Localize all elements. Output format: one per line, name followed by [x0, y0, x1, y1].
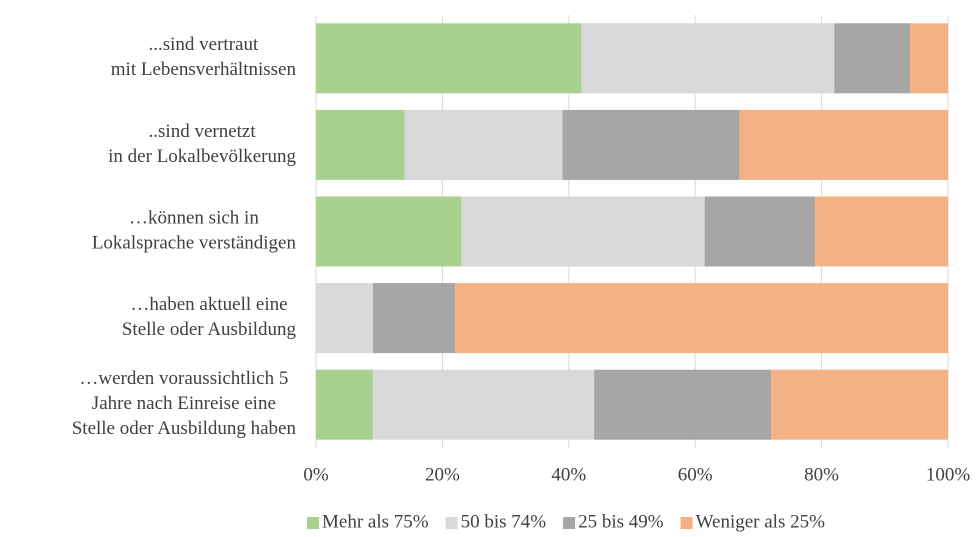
bar-segment — [455, 283, 948, 354]
bar-segment — [316, 283, 373, 354]
y-tick-label: …werden voraussichtlich 5 — [79, 368, 288, 389]
bar-segment — [461, 196, 705, 267]
bar-segment — [834, 23, 911, 94]
bar-segment — [562, 109, 740, 180]
bar-segment — [372, 369, 595, 440]
x-tick-label: 20% — [425, 464, 460, 485]
y-tick-label: Lokalsprache verständigen — [92, 232, 297, 253]
legend-swatch — [307, 517, 319, 529]
y-tick-label: …können sich in — [129, 207, 259, 228]
bar-segment — [316, 196, 462, 267]
legend-swatch — [563, 517, 576, 529]
bar-segment — [372, 283, 456, 354]
x-tick-label: 60% — [678, 464, 713, 485]
bar-segment — [316, 109, 405, 180]
x-tick-label: 40% — [551, 464, 586, 485]
bar-segment — [771, 369, 948, 440]
y-tick-label: Jahre nach Einreise eine — [92, 393, 276, 414]
legend-swatch — [680, 517, 693, 529]
y-tick-label: ...sind vertraut — [149, 34, 259, 55]
y-tick-label: …haben aktuell eine — [130, 294, 287, 315]
bar-segment — [316, 369, 373, 440]
y-tick-label: mit Lebensverhältnissen — [111, 59, 297, 80]
bar-segment — [739, 109, 948, 180]
x-tick-label: 0% — [303, 464, 329, 485]
legend-label: 25 bis 49% — [578, 511, 664, 532]
legend-label: 50 bis 74% — [461, 511, 547, 532]
y-tick-label: Stelle oder Ausbildung — [122, 319, 297, 340]
bar-segment — [316, 23, 582, 94]
legend-swatch — [445, 517, 458, 529]
x-tick-label: 100% — [926, 464, 971, 485]
bar-segment — [404, 109, 563, 180]
x-tick-label: 80% — [804, 464, 839, 485]
legend-label: Mehr als 75% — [322, 511, 429, 532]
bar-segment — [910, 23, 948, 94]
bar-segment — [594, 369, 772, 440]
bar-segment — [815, 196, 948, 267]
bar-segment — [704, 196, 816, 267]
bar-segment — [581, 23, 835, 94]
y-tick-label: Stelle oder Ausbildung haben — [72, 418, 297, 439]
y-tick-label: ..sind vernetzt — [149, 121, 257, 142]
legend-label: Weniger als 25% — [696, 511, 825, 532]
y-tick-label: in der Lokalbevölkerung — [108, 146, 296, 167]
